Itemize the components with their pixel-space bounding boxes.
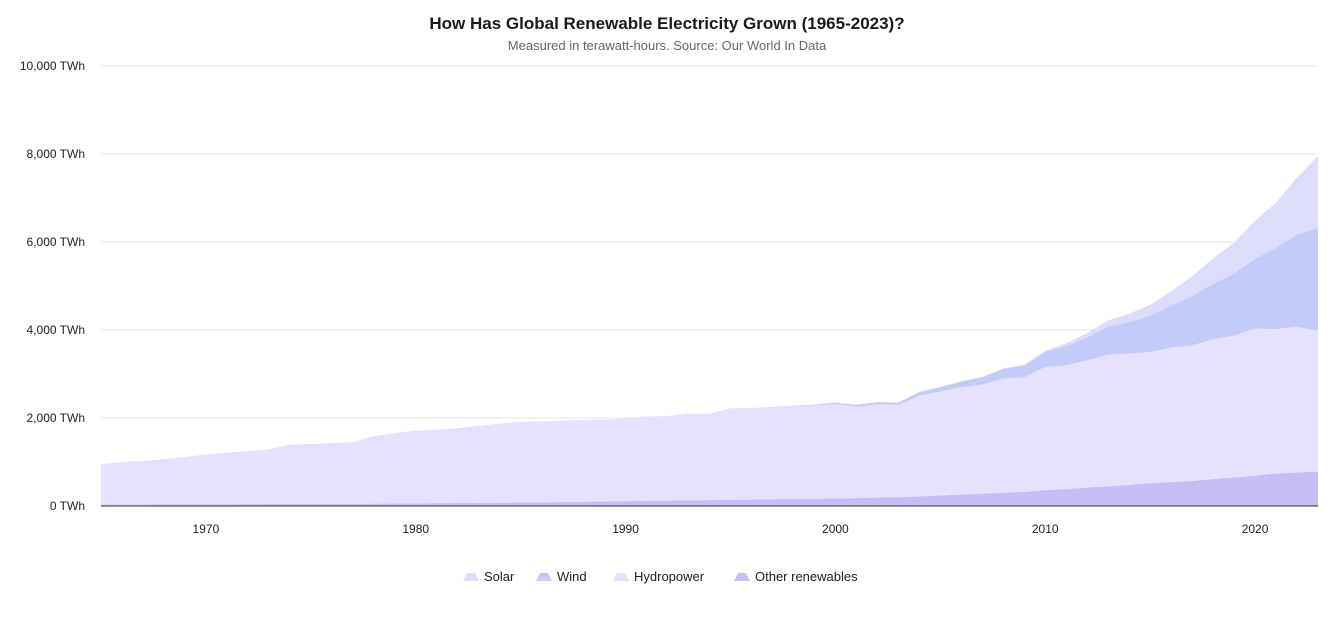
legend-item-solar: Solar	[463, 569, 515, 584]
legend-swatch	[536, 573, 552, 581]
legend-label: Solar	[484, 569, 515, 584]
legend-label: Wind	[557, 569, 587, 584]
chart-subtitle: Measured in terawatt-hours. Source: Our …	[508, 38, 827, 53]
legend-label: Other renewables	[755, 569, 858, 584]
area-layer	[101, 155, 1318, 506]
x-tick-label: 1990	[612, 522, 639, 536]
y-tick-label: 6,000 TWh	[27, 235, 85, 249]
legend: Solar Wind Hydropower Other renewables	[463, 569, 858, 584]
area-wind	[101, 228, 1318, 465]
legend-swatch	[734, 573, 750, 581]
legend-item-wind: Wind	[536, 569, 587, 584]
legend-item-other-renewables: Other renewables	[734, 569, 858, 584]
y-tick-label: 2,000 TWh	[27, 411, 85, 425]
area-hydropower	[101, 326, 1318, 505]
x-tick-label: 1970	[193, 522, 220, 536]
x-tick-label: 2000	[822, 522, 849, 536]
y-tick-label: 8,000 TWh	[27, 147, 85, 161]
axis-layer: 1970 1980 1990 2000 2010 2020	[101, 505, 1318, 536]
legend-swatch	[613, 573, 629, 581]
legend-swatch	[463, 573, 479, 581]
y-tick-label: 4,000 TWh	[27, 323, 85, 337]
x-tick-label: 1980	[402, 522, 429, 536]
y-tick-label: 10,000 TWh	[20, 59, 85, 73]
x-tick-label: 2020	[1242, 522, 1269, 536]
chart-title: How Has Global Renewable Electricity Gro…	[429, 14, 904, 33]
legend-label: Hydropower	[634, 569, 705, 584]
x-tick-label: 2010	[1032, 522, 1059, 536]
area-other-renewables	[101, 471, 1318, 506]
legend-item-hydropower: Hydropower	[613, 569, 705, 584]
y-tick-label: 0 TWh	[50, 499, 85, 513]
